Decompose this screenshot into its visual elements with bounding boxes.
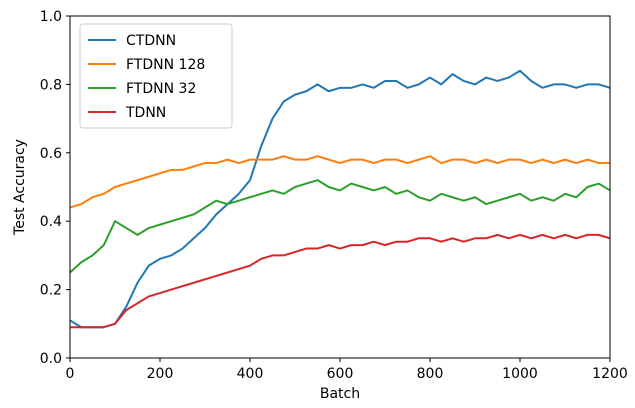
y-axis-ticks: 0.0 0.2 0.4 0.6 0.8 1.0 [40,9,70,367]
y-tick-label: 0.8 [40,77,62,93]
x-tick-label: 0 [66,366,75,382]
x-axis-label: Batch [320,386,360,402]
x-axis-ticks: 0 200 400 600 800 1000 1200 [66,358,628,382]
legend-label: FTDNN 32 [126,81,196,97]
y-tick-label: 0.4 [40,214,62,230]
series-line-ctdnn [70,69,610,329]
legend-label: CTDNN [126,33,176,49]
y-tick-label: 0.6 [40,146,62,162]
y-axis-label: Test Accuracy [12,139,28,236]
x-tick-label: 600 [327,366,354,382]
x-tick-label: 1200 [592,366,628,382]
series-line-ftdnn-128 [70,155,610,209]
legend-box [79,23,233,129]
y-tick-label: 1.0 [40,9,62,25]
legend-label: TDNN [125,105,166,121]
x-tick-label: 400 [237,366,264,382]
x-tick-label: 200 [147,366,174,382]
legend: CTDNN FTDNN 128 FTDNN 32 TDNN [79,23,233,129]
x-tick-label: 1000 [502,366,538,382]
series-line-ftdnn-32 [70,179,610,274]
y-tick-label: 0.0 [40,351,62,367]
y-tick-label: 0.2 [40,283,62,299]
x-tick-label: 800 [417,366,444,382]
series-line-tdnn [70,233,610,329]
legend-label: FTDNN 128 [126,57,205,73]
series-layer [70,69,610,329]
